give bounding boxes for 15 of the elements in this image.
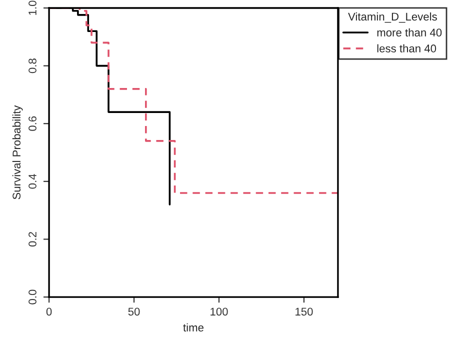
x-tick-label: 150 — [296, 308, 313, 316]
x-tick-label: 50 — [128, 308, 140, 316]
y-tick-label: 0.8 — [28, 58, 36, 74]
y-tick-label: 0.0 — [28, 290, 36, 304]
y-tick-label: 0.6 — [28, 116, 36, 131]
x-tick-label: 100 — [210, 308, 228, 316]
y-tick-label: 0.2 — [28, 232, 36, 247]
x-axis-title: time — [183, 323, 204, 332]
x-tick-label: 0 — [46, 308, 52, 316]
legend-label: less than 40 — [377, 44, 436, 52]
legend-title: Vitamin_D_Levels — [348, 12, 437, 23]
y-axis-title: Survival Probability — [12, 105, 23, 200]
y-tick-label: 1.0 — [28, 0, 36, 15]
y-tick-label: 0.4 — [28, 174, 36, 189]
legend-label: more than 40 — [377, 28, 442, 36]
